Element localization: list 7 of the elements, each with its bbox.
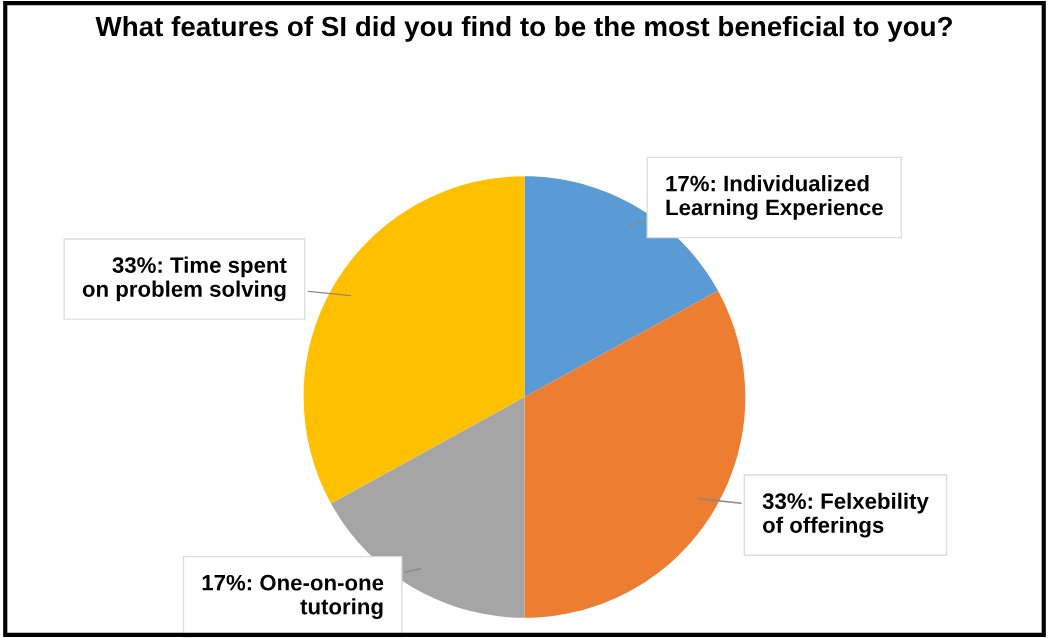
slice-label: 33%: Felxebility of offerings xyxy=(762,492,929,538)
chart-title: What features of SI did you find to be the most beneficial to you? xyxy=(95,15,952,42)
pie-slice xyxy=(303,176,525,504)
slice-label: 17%: Individualized Learning Experience xyxy=(666,175,883,220)
slice-label: 17%: One-on-one tutoring xyxy=(202,574,384,619)
slice-label: 33%: Time spent on problem solving xyxy=(82,256,287,302)
pie-slice xyxy=(524,290,746,618)
